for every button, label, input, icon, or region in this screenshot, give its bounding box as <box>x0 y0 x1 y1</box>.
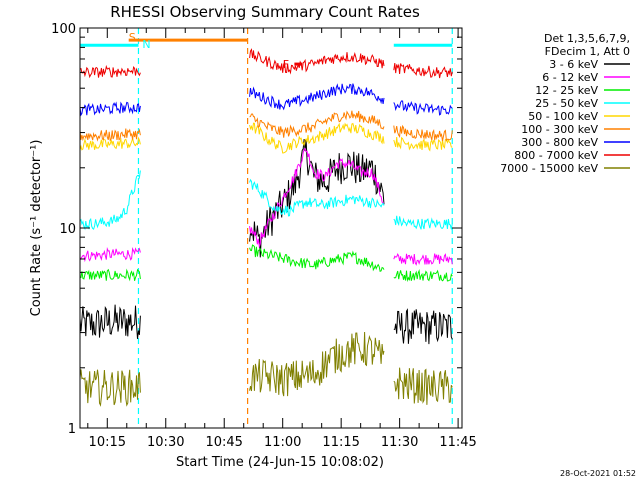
legend: Det 1,3,5,6,7,9, FDecim 1, Att 0 3 - 6 k… <box>500 32 630 175</box>
chart-title: RHESSI Observing Summary Count Rates <box>110 3 420 21</box>
legend-item-label: 12 - 25 keV <box>535 84 598 97</box>
legend-item-label: 50 - 100 keV <box>528 110 598 123</box>
y-axis-label: Count Rate (s⁻¹ detector⁻¹) <box>29 140 44 317</box>
x-tick-label: 10:45 <box>205 435 242 450</box>
y-axis: 1 10 100 <box>51 22 462 437</box>
series-line-2 <box>79 244 453 283</box>
annotation-flag: F <box>283 58 289 71</box>
series-line-5 <box>79 110 453 142</box>
x-tick-label: 10:30 <box>147 435 184 450</box>
x-axis-label: Start Time (24-Jun-15 10:08:02) <box>176 455 384 470</box>
x-tick-label: 11:15 <box>322 435 359 450</box>
x-tick-label: 11:00 <box>264 435 301 450</box>
legend-item-label: 3 - 6 keV <box>549 58 598 71</box>
y-tick-label: 1 <box>68 422 76 437</box>
annotation-flag: S <box>129 31 136 44</box>
series-line-1 <box>79 148 453 266</box>
flag-lines <box>137 28 453 428</box>
legend-item-label: 25 - 50 keV <box>535 97 598 110</box>
series-line-0 <box>79 138 453 345</box>
legend-item-label: 300 - 800 keV <box>521 136 598 149</box>
series-line-6 <box>79 83 453 117</box>
legend-item-label: 100 - 300 keV <box>521 123 598 136</box>
x-tick-label: 11:30 <box>381 435 418 450</box>
flag-bars <box>80 38 453 66</box>
legend-item-label: 7000 - 15000 keV <box>500 162 598 175</box>
series-line-8 <box>79 331 453 407</box>
legend-header-line-1: Det 1,3,5,6,7,9, <box>544 32 630 45</box>
x-tick-label: 11:45 <box>439 435 476 450</box>
annotations: SN F <box>129 31 289 71</box>
series-line-7 <box>79 48 453 79</box>
plot-area: SN F <box>79 27 463 429</box>
y-tick-label: 10 <box>59 222 76 237</box>
y-tick-label: 100 <box>51 22 76 37</box>
annotation-flag: N <box>142 38 150 51</box>
series-line-3 <box>79 170 453 231</box>
legend-header-line-2: FDecim 1, Att 0 <box>545 45 630 58</box>
x-axis: 10:15 10:30 10:45 11:00 11:15 11:30 11:45 <box>87 28 477 450</box>
series-group <box>79 48 453 407</box>
footer-timestamp: 28-Oct-2021 01:52 <box>560 469 636 478</box>
legend-item-label: 6 - 12 keV <box>542 71 598 84</box>
legend-item-label: 800 - 7000 keV <box>514 149 598 162</box>
x-tick-label: 10:15 <box>89 435 126 450</box>
